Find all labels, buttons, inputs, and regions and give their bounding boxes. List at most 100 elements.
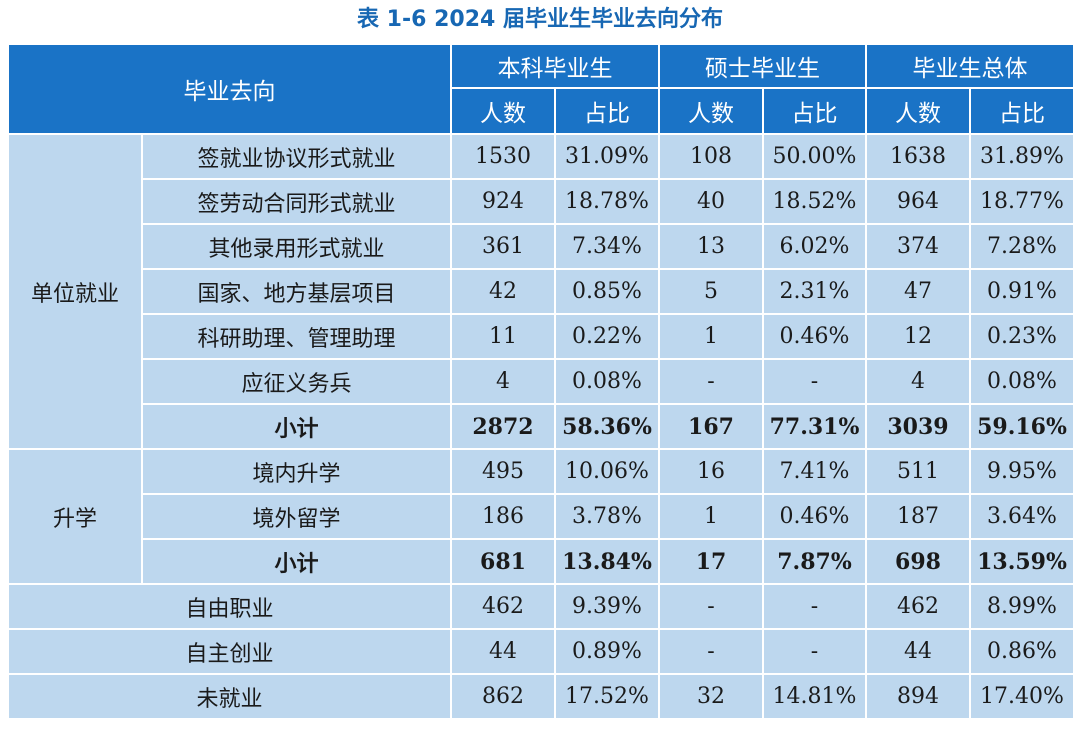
header-overall: 毕业生总体 bbox=[865, 43, 1075, 89]
cell-value: 77.31% bbox=[762, 403, 867, 450]
table-row: 应征义务兵 4 0.08% - - 4 0.08% bbox=[8, 358, 1075, 405]
cell-value: 0.08% bbox=[554, 358, 660, 405]
cell-value: 11 bbox=[450, 313, 556, 360]
cell-value: - bbox=[658, 358, 764, 405]
cell-value: 462 bbox=[865, 583, 971, 630]
row-label: 其他录用形式就业 bbox=[141, 223, 452, 270]
header-count: 人数 bbox=[450, 87, 556, 135]
cell-value: 0.85% bbox=[554, 268, 660, 315]
cell-value: 44 bbox=[450, 628, 556, 675]
cell-value: 108 bbox=[658, 133, 764, 180]
cell-value: 9.39% bbox=[554, 583, 660, 630]
cell-value: 2.31% bbox=[762, 268, 867, 315]
table-row: 签劳动合同形式就业 924 18.78% 40 18.52% 964 18.77… bbox=[8, 178, 1075, 225]
cell-value: 6.02% bbox=[762, 223, 867, 270]
cell-value: 40 bbox=[658, 178, 764, 225]
cell-value: 698 bbox=[865, 538, 971, 585]
table-row: 单位就业 签就业协议形式就业 1530 31.09% 108 50.00% 16… bbox=[7, 133, 1075, 450]
cell-value: 31.89% bbox=[969, 133, 1075, 180]
cell-value: 894 bbox=[865, 673, 971, 720]
cell-value: 7.87% bbox=[762, 538, 867, 585]
cell-value: 31.09% bbox=[554, 133, 660, 180]
category-employment: 单位就业 bbox=[7, 133, 143, 450]
cell-value: 8.99% bbox=[969, 583, 1075, 630]
cell-value: 862 bbox=[450, 673, 556, 720]
cell-value: 167 bbox=[658, 403, 764, 450]
row-label: 自主创业 bbox=[7, 628, 452, 675]
cell-value: 0.46% bbox=[762, 493, 867, 540]
table-row: 自由职业 462 9.39% - - 462 8.99% bbox=[7, 583, 1075, 630]
table-row: 自主创业 44 0.89% - - 44 0.86% bbox=[7, 628, 1075, 675]
header-master: 硕士毕业生 bbox=[658, 43, 867, 89]
cell-value: 924 bbox=[450, 178, 556, 225]
cell-value: 18.52% bbox=[762, 178, 867, 225]
cell-value: 186 bbox=[450, 493, 556, 540]
cell-value: 18.78% bbox=[554, 178, 660, 225]
cell-value: 374 bbox=[865, 223, 971, 270]
cell-value: 462 bbox=[450, 583, 556, 630]
cell-value: 361 bbox=[450, 223, 556, 270]
cell-value: 13.84% bbox=[554, 538, 660, 585]
category-further-study: 升学 bbox=[7, 448, 143, 585]
header-ratio: 占比 bbox=[554, 87, 660, 135]
table-row: 国家、地方基层项目 42 0.85% 5 2.31% 47 0.91% bbox=[8, 268, 1075, 315]
cell-value: 0.91% bbox=[969, 268, 1075, 315]
cell-value: 4 bbox=[865, 358, 971, 405]
row-label: 应征义务兵 bbox=[141, 358, 452, 405]
cell-value: 16 bbox=[658, 448, 764, 495]
header-destination: 毕业去向 bbox=[7, 43, 452, 135]
header-undergraduate: 本科毕业生 bbox=[450, 43, 660, 89]
header-ratio: 占比 bbox=[762, 87, 867, 135]
table-row: 其他录用形式就业 361 7.34% 13 6.02% 374 7.28% bbox=[8, 223, 1075, 270]
subtotal-row: 小计 681 13.84% 17 7.87% 698 13.59% bbox=[8, 538, 1075, 585]
row-label: 未就业 bbox=[7, 673, 452, 720]
cell-value: 7.28% bbox=[969, 223, 1075, 270]
cell-value: 0.23% bbox=[969, 313, 1075, 360]
cell-value: 3.64% bbox=[969, 493, 1075, 540]
cell-value: 0.86% bbox=[969, 628, 1075, 675]
row-label: 小计 bbox=[141, 403, 452, 450]
row-label: 小计 bbox=[141, 538, 452, 585]
row-label: 境内升学 bbox=[141, 448, 452, 495]
row-label: 签就业协议形式就业 bbox=[141, 133, 452, 180]
cell-value: 9.95% bbox=[969, 448, 1075, 495]
cell-value: 1 bbox=[658, 493, 764, 540]
header-count: 人数 bbox=[865, 87, 971, 135]
cell-value: 0.22% bbox=[554, 313, 660, 360]
cell-value: 50.00% bbox=[762, 133, 867, 180]
cell-value: 18.77% bbox=[969, 178, 1075, 225]
cell-value: 1638 bbox=[865, 133, 971, 180]
cell-value: 58.36% bbox=[554, 403, 660, 450]
cell-value: 14.81% bbox=[762, 673, 867, 720]
cell-value: 511 bbox=[865, 448, 971, 495]
cell-value: 4 bbox=[450, 358, 556, 405]
graduate-destination-table: 毕业去向 本科毕业生 硕士毕业生 毕业生总体 人数 占比 人数 占比 人数 占比… bbox=[7, 43, 1075, 720]
cell-value: 2872 bbox=[450, 403, 556, 450]
cell-value: - bbox=[762, 358, 867, 405]
cell-value: 3.78% bbox=[554, 493, 660, 540]
table-row: 升学 境内升学 495 10.06% 16 7.41% 511 9.95% bbox=[7, 448, 1075, 585]
cell-value: 0.89% bbox=[554, 628, 660, 675]
cell-value: 681 bbox=[450, 538, 556, 585]
cell-value: 17.52% bbox=[554, 673, 660, 720]
cell-value: 3039 bbox=[865, 403, 971, 450]
header-row-groups: 毕业去向 本科毕业生 硕士毕业生 毕业生总体 bbox=[7, 43, 1075, 135]
cell-value: 44 bbox=[865, 628, 971, 675]
cell-value: 47 bbox=[865, 268, 971, 315]
cell-value: - bbox=[658, 628, 764, 675]
cell-value: - bbox=[762, 583, 867, 630]
cell-value: 32 bbox=[658, 673, 764, 720]
cell-value: 964 bbox=[865, 178, 971, 225]
row-label: 自由职业 bbox=[7, 583, 452, 630]
table-row: 境外留学 186 3.78% 1 0.46% 187 3.64% bbox=[8, 493, 1075, 540]
row-label: 国家、地方基层项目 bbox=[141, 268, 452, 315]
cell-value: 13.59% bbox=[969, 538, 1075, 585]
cell-value: 7.41% bbox=[762, 448, 867, 495]
cell-value: 42 bbox=[450, 268, 556, 315]
cell-value: 1530 bbox=[450, 133, 556, 180]
header-ratio: 占比 bbox=[969, 87, 1075, 135]
header-row-metrics: 人数 占比 人数 占比 人数 占比 bbox=[8, 87, 1075, 135]
row-label: 科研助理、管理助理 bbox=[141, 313, 452, 360]
row-label: 签劳动合同形式就业 bbox=[141, 178, 452, 225]
row-label: 境外留学 bbox=[141, 493, 452, 540]
